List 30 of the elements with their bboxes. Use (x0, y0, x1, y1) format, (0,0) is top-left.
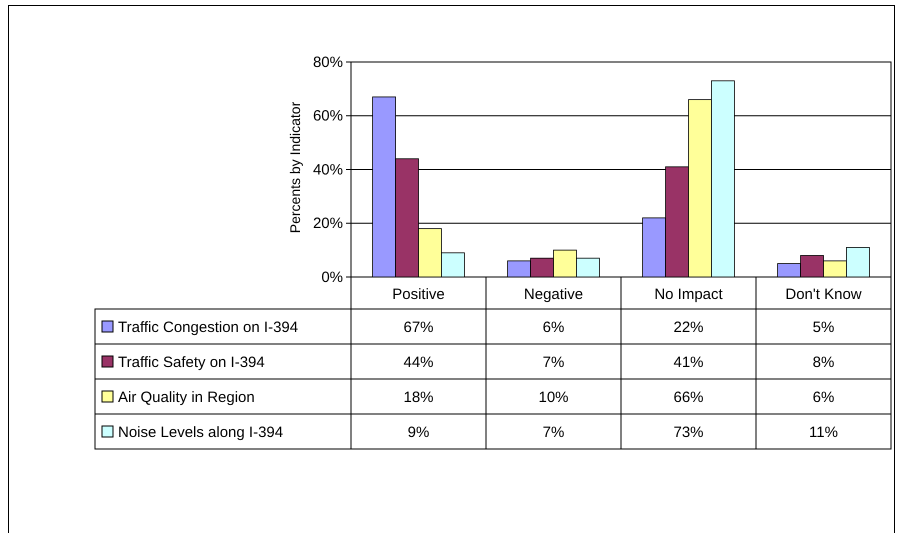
data-label: 10% (538, 389, 569, 406)
y-tick-label: 20% (312, 215, 343, 232)
data-label: 8% (812, 354, 834, 371)
legend-label: Noise Levels along I-394 (118, 424, 284, 441)
x-tick-label: Don't Know (785, 286, 862, 303)
data-label: 6% (812, 389, 834, 406)
y-tick-label: 80% (312, 54, 343, 71)
data-label: 7% (542, 424, 564, 441)
y-tick-label: 60% (312, 108, 343, 125)
y-axis-title: Percents by Indicator (287, 101, 303, 234)
y-tick-label: 40% (312, 161, 343, 178)
data-label: 6% (542, 319, 564, 336)
y-tick-label: 0% (321, 268, 343, 286)
legend-label: Traffic Congestion on I-394 (118, 319, 298, 336)
legend-label: Air Quality in Region (118, 389, 255, 406)
data-label: 18% (403, 389, 434, 406)
data-label: 73% (673, 424, 704, 441)
x-tick-label: No Impact (654, 286, 724, 303)
data-label: 9% (408, 424, 430, 441)
x-tick-label: Positive (392, 286, 445, 303)
x-tick-label: Negative (524, 286, 584, 303)
legend-label: Traffic Safety on I-394 (118, 354, 265, 371)
data-label: 5% (812, 319, 834, 336)
data-label: 41% (673, 354, 704, 371)
data-label: 11% (809, 424, 838, 441)
data-label: 66% (673, 389, 704, 406)
data-label: 22% (673, 319, 704, 336)
data-label: 67% (403, 319, 434, 336)
data-label: 44% (403, 354, 434, 371)
data-label: 7% (542, 354, 564, 371)
